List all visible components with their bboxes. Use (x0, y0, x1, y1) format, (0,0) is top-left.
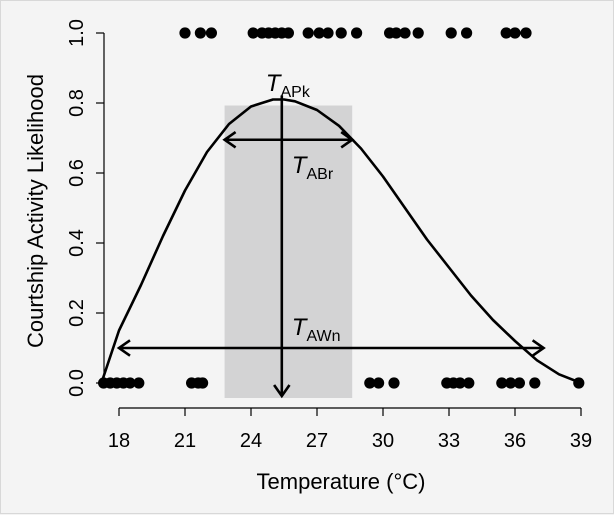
peak-arrow-head (273, 384, 291, 399)
y-tick-label: 1.0 (66, 19, 88, 47)
x-tick-label: 24 (240, 430, 262, 452)
window-arrow-head-right (531, 339, 546, 357)
data-point-courtship (461, 27, 473, 39)
window-arrow-head-left (116, 339, 131, 357)
data-point-courtship (335, 27, 347, 39)
data-point-courtship (247, 27, 259, 39)
data-point-no-courtship (124, 377, 136, 389)
breadth-band (224, 105, 353, 398)
x-tick-label: 30 (372, 430, 394, 452)
data-point-no-courtship (388, 377, 400, 389)
data-point-no-courtship (573, 377, 585, 389)
fitted-curve (100, 98, 582, 385)
breadth-arrow-head-left (222, 130, 237, 149)
points-layer (98, 27, 585, 389)
data-point-no-courtship (513, 377, 526, 389)
x-tick-label: 33 (438, 430, 460, 452)
data-point-courtship (313, 27, 325, 39)
data-point-courtship (399, 27, 411, 39)
data-point-courtship (445, 27, 457, 39)
arrow-layer (116, 95, 546, 399)
window-label: TAWn (292, 314, 341, 345)
y-tick-label: 0.4 (66, 229, 88, 257)
y-tick-label: 0.0 (66, 369, 88, 397)
x-tick-label: 27 (306, 430, 328, 452)
data-point-courtship (509, 27, 521, 39)
x-tick-label: 36 (504, 430, 526, 452)
data-point-courtship (322, 27, 334, 39)
data-point-courtship (282, 27, 294, 39)
data-point-courtship (194, 27, 206, 39)
data-point-courtship (302, 27, 314, 39)
y-ticks: 0.0 0.2 0.4 0.6 0.8 1.0 (66, 19, 104, 397)
data-point-no-courtship (496, 377, 508, 389)
breadth-arrow-head-right (340, 130, 355, 149)
breadth-label: TABr (292, 152, 334, 183)
y-tick-label: 0.8 (66, 89, 88, 117)
peak-label: TAPk (266, 70, 311, 101)
data-point-courtship (205, 27, 217, 39)
x-axis-title: Temperature (°C) (257, 469, 426, 494)
y-tick-label: 0.6 (66, 159, 88, 187)
data-point-no-courtship (197, 377, 209, 389)
data-point-courtship (390, 27, 402, 39)
data-point-no-courtship (373, 377, 385, 389)
axes-layer (103, 33, 581, 409)
data-point-no-courtship (463, 377, 475, 389)
data-point-courtship (520, 27, 532, 39)
y-tick-label: 0.2 (66, 299, 88, 327)
data-point-courtship (500, 27, 512, 39)
data-point-no-courtship (364, 377, 376, 389)
breadth-band-layer (224, 105, 353, 398)
data-point-courtship (179, 27, 191, 39)
x-tick-label: 18 (108, 430, 130, 452)
data-point-no-courtship (505, 377, 517, 389)
data-point-courtship (412, 27, 424, 39)
x-tick-label: 39 (570, 430, 592, 452)
y-axis-title: Courtship Activity Likelihood (23, 74, 48, 348)
curve-layer (100, 98, 582, 385)
data-point-no-courtship (133, 377, 145, 389)
data-point-courtship (351, 27, 363, 39)
x-ticks: 18 21 24 27 30 33 36 39 (108, 408, 592, 452)
data-point-no-courtship (529, 377, 541, 389)
x-tick-label: 21 (174, 430, 196, 452)
data-point-no-courtship (454, 377, 466, 389)
annotation-labels: TAPk TABr TAWn (266, 70, 341, 345)
